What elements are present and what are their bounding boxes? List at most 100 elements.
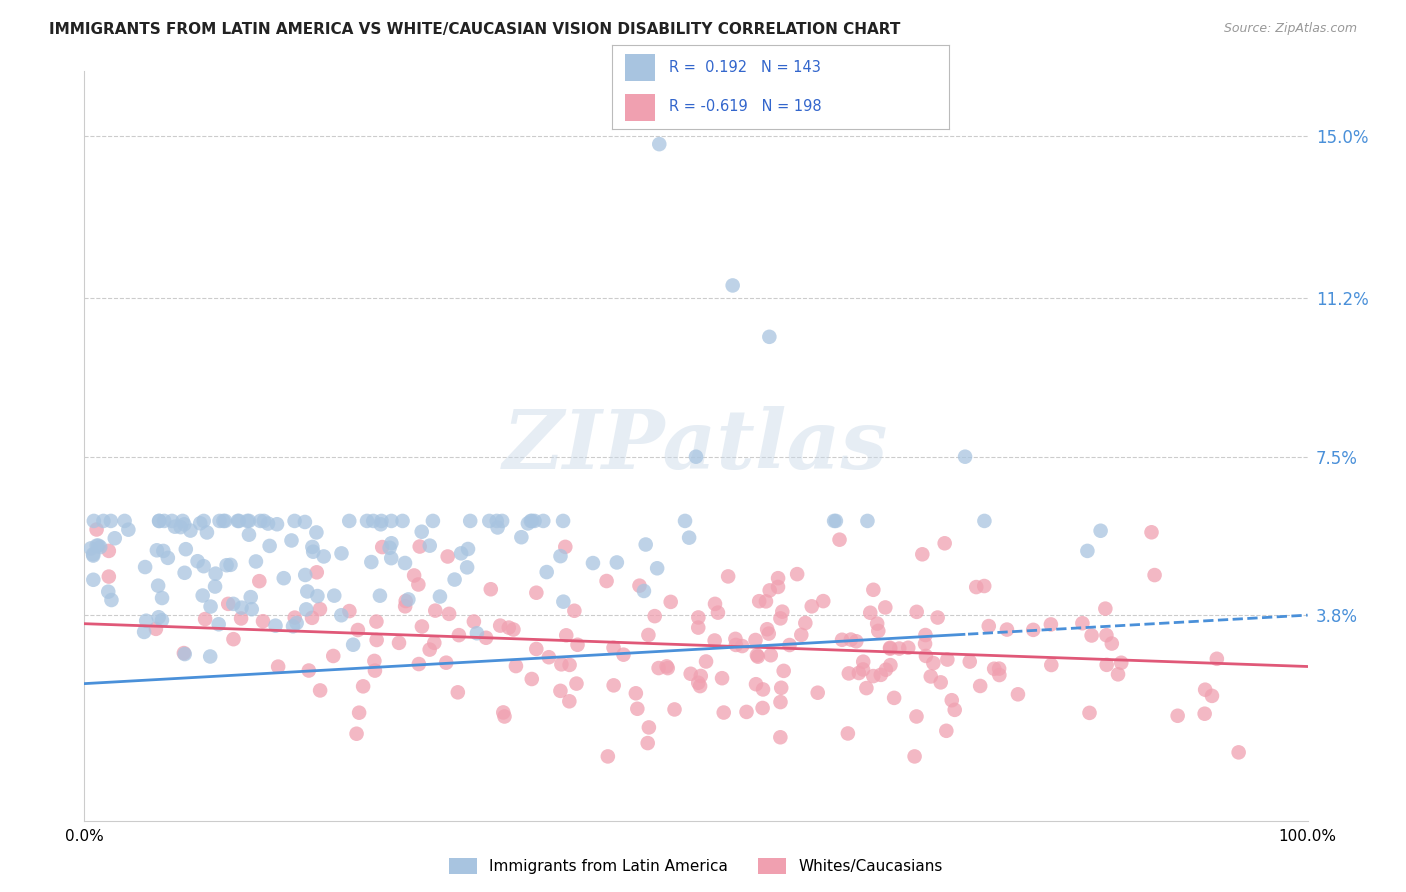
Point <box>309 683 332 698</box>
Point <box>145 622 167 636</box>
Point <box>238 527 260 541</box>
Point <box>173 566 195 580</box>
Point <box>447 685 470 699</box>
Point <box>193 514 215 528</box>
Point <box>208 617 231 632</box>
Point <box>941 693 963 707</box>
Point <box>346 727 368 741</box>
Point <box>301 611 323 625</box>
Point <box>889 641 911 656</box>
Point <box>267 659 290 673</box>
Point <box>395 594 418 608</box>
Point <box>148 514 170 528</box>
Point <box>747 649 769 664</box>
Point <box>361 514 384 528</box>
Point <box>794 615 817 630</box>
Point <box>1094 601 1116 615</box>
Point <box>943 703 966 717</box>
Point <box>1109 656 1132 670</box>
Point <box>756 622 779 636</box>
Point <box>323 589 346 603</box>
Point <box>689 669 711 683</box>
Point <box>911 547 934 561</box>
Point <box>217 597 239 611</box>
Point <box>226 514 249 528</box>
Point <box>800 599 823 614</box>
Point <box>837 726 859 740</box>
Point <box>312 549 335 564</box>
Point <box>337 514 360 528</box>
Point <box>363 654 385 668</box>
Point <box>411 524 433 539</box>
Point <box>408 657 430 671</box>
Point <box>231 600 253 615</box>
Point <box>284 514 307 528</box>
Point <box>169 520 191 534</box>
Point <box>150 591 173 605</box>
Point <box>828 533 851 547</box>
Point <box>366 615 388 629</box>
Point <box>628 579 651 593</box>
Point <box>848 665 870 680</box>
Point <box>491 514 513 528</box>
Point <box>790 628 813 642</box>
Point <box>995 623 1018 637</box>
Point <box>447 628 470 642</box>
Point <box>222 632 245 647</box>
Point <box>394 556 416 570</box>
Point <box>977 619 1000 633</box>
Point <box>80 541 103 556</box>
Point <box>502 623 524 637</box>
Point <box>935 723 957 738</box>
Point <box>294 515 316 529</box>
Text: IMMIGRANTS FROM LATIN AMERICA VS WHITE/CAUCASIAN VISION DISABILITY CORRELATION C: IMMIGRANTS FROM LATIN AMERICA VS WHITE/C… <box>49 22 901 37</box>
Point <box>862 669 884 683</box>
Point <box>845 634 868 648</box>
Point <box>191 589 214 603</box>
Point <box>688 621 710 635</box>
Point <box>752 682 775 697</box>
Point <box>347 706 370 720</box>
Point <box>655 659 678 673</box>
Point <box>1140 525 1163 540</box>
Point <box>1205 652 1227 666</box>
Point <box>187 554 209 568</box>
Point <box>380 536 402 550</box>
Point <box>156 550 179 565</box>
Point <box>463 615 485 629</box>
Point <box>342 638 364 652</box>
Point <box>215 558 238 573</box>
Point <box>748 594 770 608</box>
Point <box>337 604 360 618</box>
Point <box>163 519 186 533</box>
Point <box>305 566 328 580</box>
Point <box>330 546 353 560</box>
Point <box>883 690 905 705</box>
Point <box>973 579 995 593</box>
Point <box>1007 687 1029 701</box>
Point <box>707 606 730 620</box>
Point <box>1194 682 1216 697</box>
Point <box>953 450 976 464</box>
Point <box>301 540 323 554</box>
Point <box>657 661 679 675</box>
Point <box>238 514 260 528</box>
Point <box>595 574 617 588</box>
Point <box>868 624 890 638</box>
Point <box>239 590 262 604</box>
Point <box>173 647 195 661</box>
Point <box>724 638 747 652</box>
Point <box>352 679 374 693</box>
Point <box>249 514 271 528</box>
Point <box>437 607 460 621</box>
Point <box>457 541 479 556</box>
Point <box>969 679 991 693</box>
Point <box>875 663 897 677</box>
Point <box>558 694 581 708</box>
Point <box>862 582 884 597</box>
Point <box>1107 667 1129 681</box>
Point <box>132 624 155 639</box>
Point <box>647 661 669 675</box>
Point <box>380 514 402 528</box>
Point <box>172 514 194 528</box>
